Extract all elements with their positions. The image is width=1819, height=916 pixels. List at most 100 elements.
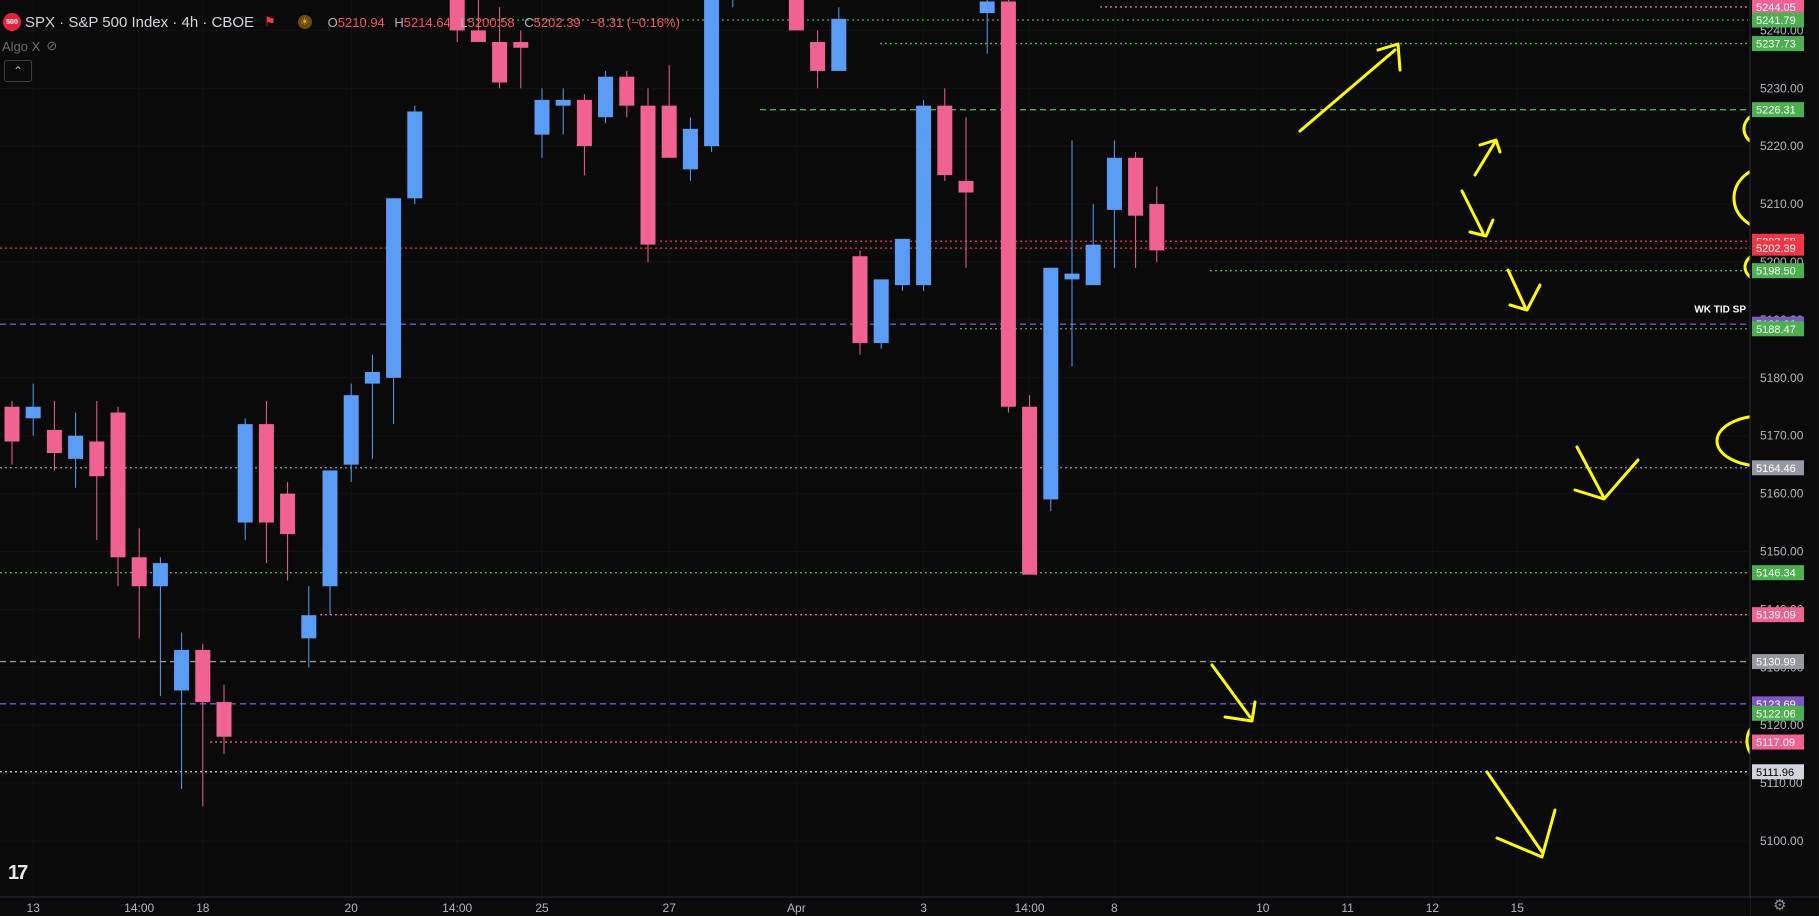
arrow-down-large-drawing xyxy=(1485,770,1557,859)
time-tick-label: 27 xyxy=(663,901,677,915)
indicator-legend[interactable]: Algo X ⊘ xyxy=(2,38,57,54)
candle-body xyxy=(640,105,656,245)
candle xyxy=(873,279,889,349)
candle xyxy=(89,400,105,540)
candle-body xyxy=(704,0,720,147)
candle xyxy=(449,0,465,42)
time-tick-label: 25 xyxy=(535,901,549,915)
price-label: 5226.31 xyxy=(1756,105,1796,117)
candle xyxy=(1064,140,1080,367)
ohlc-readout: O5210.94 H5214.64 L5200.58 C5202.39 −8.3… xyxy=(327,14,680,30)
candle-body xyxy=(576,99,592,147)
candle xyxy=(258,400,274,564)
candle-body xyxy=(46,429,62,454)
time-tick-label: 15 xyxy=(1511,901,1525,915)
candle-body xyxy=(343,395,359,465)
candle xyxy=(576,94,592,176)
candle-body xyxy=(195,649,211,703)
candle-body xyxy=(449,0,465,31)
price-label-box xyxy=(1752,0,1804,15)
candle-body xyxy=(407,111,423,199)
price-label: 5139.09 xyxy=(1756,610,1796,622)
candle-body xyxy=(937,105,953,176)
candle xyxy=(1043,267,1059,511)
price-label-box xyxy=(1752,607,1804,623)
candle-body xyxy=(810,41,826,71)
candle-body xyxy=(1085,244,1101,286)
price-label-box xyxy=(1752,734,1804,750)
time-tick-label: 12 xyxy=(1426,901,1440,915)
candle xyxy=(407,105,423,205)
arrow-down-small-drawing xyxy=(1460,189,1495,238)
candle xyxy=(25,383,41,436)
time-tick-label: 14:00 xyxy=(442,901,472,915)
price-axis[interactable]: 5100.005110.005120.005130.005140.005150.… xyxy=(1694,0,1819,916)
candle xyxy=(619,70,635,118)
candle xyxy=(1106,140,1122,268)
candle xyxy=(386,198,402,425)
price-tick-label: 5100.00 xyxy=(1760,834,1804,848)
candle-body xyxy=(1149,204,1165,251)
arrow-down-drawing xyxy=(1210,663,1257,723)
candle xyxy=(110,406,126,587)
gear-icon[interactable]: ⚙ xyxy=(1773,897,1787,914)
candle xyxy=(534,88,550,158)
candle-body xyxy=(831,18,847,71)
candle-body xyxy=(1000,1,1016,407)
candle-body xyxy=(492,41,508,83)
price-label: 5146.34 xyxy=(1756,568,1796,580)
collapse-legend-button[interactable]: ⌃ xyxy=(4,60,32,82)
candle xyxy=(301,586,317,668)
candle xyxy=(343,383,359,483)
time-tick-label: 8 xyxy=(1111,901,1118,915)
candle-body xyxy=(534,99,550,135)
check-arrow-drawing xyxy=(1506,268,1542,312)
candle-body xyxy=(873,279,889,344)
candle-body xyxy=(958,180,974,193)
candle xyxy=(894,238,910,291)
candle-body xyxy=(174,649,190,691)
candle xyxy=(810,30,826,89)
eye-hidden-icon[interactable]: ⊘ xyxy=(46,38,58,53)
time-tick-label: 14:00 xyxy=(124,901,154,915)
candle xyxy=(1022,395,1038,575)
candle-body xyxy=(280,493,296,535)
candle-body xyxy=(852,256,868,344)
candle-body xyxy=(131,557,147,587)
market-hours-icon[interactable]: ☀ xyxy=(297,15,312,29)
price-label-box xyxy=(1752,240,1804,256)
price-label: 5111.96 xyxy=(1756,767,1794,779)
price-tick-label: 5170.00 xyxy=(1760,429,1804,443)
price-label-box xyxy=(1752,102,1804,118)
candle xyxy=(831,7,847,71)
candle-body xyxy=(1106,157,1122,210)
candle xyxy=(958,117,974,268)
time-axis[interactable]: 13 14:00 18 20 14:00 25 27 Apr 3 14:00 8 10 11 12 15 xyxy=(0,896,1819,916)
price-tick-label: 5160.00 xyxy=(1760,487,1804,501)
arrow-up-small-drawing xyxy=(1473,138,1502,177)
candle xyxy=(937,88,953,181)
candle-body xyxy=(386,198,402,378)
time-tick-label: 10 xyxy=(1256,901,1270,915)
candle xyxy=(46,400,62,471)
price-label-box xyxy=(1752,764,1804,780)
candle xyxy=(513,30,529,89)
candle xyxy=(68,412,84,488)
price-tick-label: 5210.00 xyxy=(1760,197,1804,211)
candle-body xyxy=(110,412,126,558)
symbol-title[interactable]: SPX · S&P 500 Index · 4h · CBOE xyxy=(25,13,254,31)
time-tick-label: 13 xyxy=(27,901,41,915)
candle xyxy=(237,418,253,540)
price-label-box xyxy=(1752,263,1804,279)
candle-body xyxy=(258,424,274,523)
time-tick-label: Apr xyxy=(787,901,806,915)
candle xyxy=(788,0,804,31)
flag-icon[interactable]: ⚑ xyxy=(264,14,276,29)
candle xyxy=(682,117,698,181)
price-label: 5117.09 xyxy=(1756,737,1795,749)
candle-body xyxy=(682,128,698,170)
candle-body xyxy=(216,702,232,737)
check-arrow-2-drawing xyxy=(1573,445,1640,501)
level-annotation: WK TID SP xyxy=(1694,304,1746,315)
